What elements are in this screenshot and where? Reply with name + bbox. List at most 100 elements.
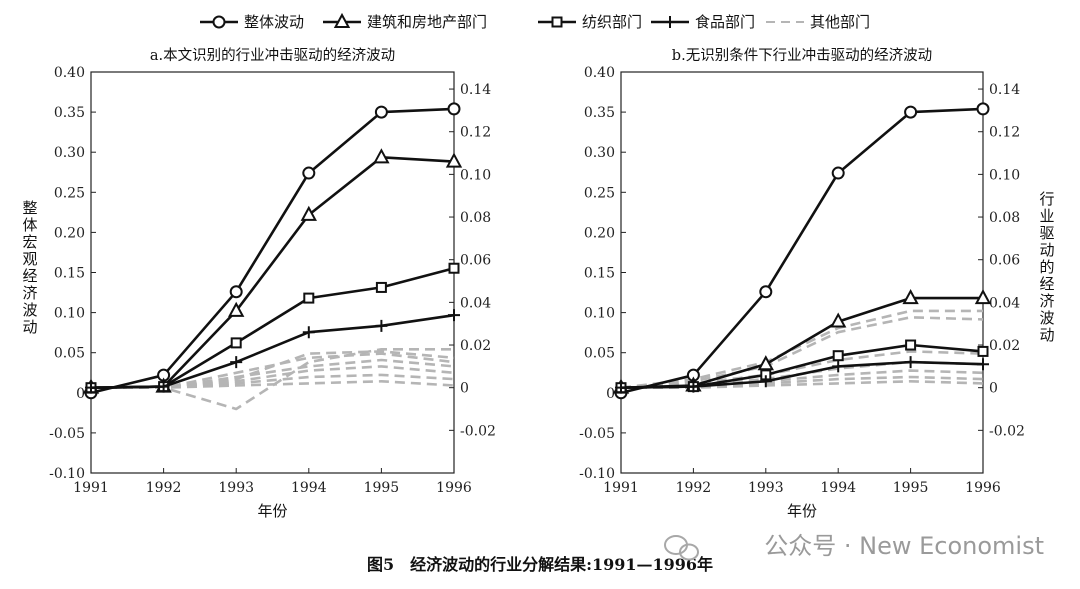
series-line	[91, 352, 455, 390]
legend-marker	[664, 16, 676, 28]
series-circle	[84, 102, 461, 400]
series-other-sector	[91, 347, 454, 411]
data-point	[303, 292, 315, 304]
ytick-left-label: -0.10	[579, 466, 615, 482]
ylabel-glyph: 驱	[1039, 224, 1054, 242]
series-other-sector	[620, 375, 984, 389]
legend-label: 建筑和房地产部门	[367, 13, 487, 31]
data-point	[445, 152, 463, 168]
legend-item: 食品部门	[651, 13, 755, 31]
ytick-right-label: 0.08	[989, 210, 1020, 226]
series-plus	[85, 309, 460, 394]
ytick-left-label: 0.30	[584, 145, 615, 161]
legend-label: 其他部门	[810, 13, 870, 31]
series-other-sector	[620, 350, 984, 389]
ytick-left-label: -0.05	[579, 426, 615, 442]
data-point	[375, 281, 387, 293]
series-line	[90, 266, 455, 389]
legend: 整体波动 建筑和房地产部门 纺织部门 食品部门 其他部门	[200, 12, 870, 31]
ytick-left-label: 0	[606, 386, 615, 402]
xtick-label: 1993	[748, 480, 784, 496]
ytick-right-label: 0.12	[989, 125, 1020, 141]
data-point	[974, 288, 992, 305]
data-point	[832, 360, 845, 373]
series-line	[91, 379, 455, 390]
series-other-sector	[620, 315, 984, 389]
ytick-left-label: 0.10	[584, 306, 615, 322]
ylabel-glyph: 体	[22, 216, 37, 234]
xtick-label: 1995	[893, 480, 929, 496]
ytick-right-label: 0	[460, 381, 469, 397]
wechat-icon	[664, 535, 699, 561]
legend-marker	[551, 16, 563, 28]
ytick-right-label: 0.10	[989, 167, 1020, 183]
panel-b-title: b.无识别条件下行业冲击驱动的经济波动	[672, 47, 932, 64]
series-line	[91, 347, 454, 411]
series-other-sector	[91, 352, 455, 390]
panel-b-xlabel: 年份	[787, 502, 817, 520]
watermark: 公众号 · New Economist	[764, 532, 1044, 560]
series-other-sector	[620, 309, 983, 389]
xtick-label: 1994	[291, 480, 327, 496]
legend-label: 整体波动	[244, 13, 304, 31]
series-plus	[615, 356, 989, 394]
legend-item: 整体波动	[200, 13, 304, 31]
ytick-right-label: 0.08	[460, 210, 491, 226]
data-point	[228, 301, 245, 317]
data-point	[977, 358, 989, 371]
panel-a-title: a.本文识别的行业冲击驱动的经济波动	[150, 47, 395, 64]
data-point	[373, 148, 390, 164]
plot-frame	[90, 71, 455, 474]
ytick-left-label: 0.35	[54, 105, 85, 121]
data-point	[229, 285, 243, 299]
series-line	[621, 379, 984, 390]
ytick-right-label: 0	[989, 381, 998, 397]
xtick-label: 1996	[965, 480, 1001, 496]
ylabel-glyph: 经	[1039, 275, 1054, 293]
xtick-label: 1992	[146, 480, 182, 496]
ytick-left-label: 0.35	[584, 105, 615, 121]
series-line	[620, 309, 983, 389]
series-triangle	[82, 148, 463, 394]
xtick-label: 1995	[364, 480, 400, 496]
xtick-label: 1991	[73, 480, 109, 496]
ylabel-glyph: 济	[22, 284, 37, 302]
data-point	[615, 381, 627, 394]
data-point	[905, 339, 917, 351]
ylabel-glyph: 动	[22, 318, 37, 336]
ytick-left-label: 0.20	[54, 225, 85, 241]
ytick-left-label: 0.10	[54, 306, 85, 322]
xtick-label: 1991	[603, 480, 639, 496]
ylabel-glyph: 经	[22, 267, 37, 285]
ylabel-glyph: 波	[22, 301, 37, 319]
ytick-left-label: 0.25	[584, 185, 615, 201]
data-point	[230, 356, 243, 369]
ytick-right-label: 0.06	[989, 253, 1020, 269]
plot-frame	[620, 71, 984, 474]
data-point	[300, 205, 317, 221]
series-line	[90, 313, 455, 389]
series-other-sector	[91, 365, 455, 390]
ytick-left-label: 0.30	[54, 145, 85, 161]
data-point	[977, 345, 989, 357]
data-point	[902, 288, 919, 305]
series-other-sector	[91, 358, 455, 390]
ytick-left-label: -0.05	[49, 426, 85, 442]
series-line	[620, 360, 984, 389]
legend-label: 食品部门	[695, 13, 755, 31]
series-line	[91, 365, 455, 390]
data-point	[832, 350, 844, 362]
xtick-label: 1993	[218, 480, 254, 496]
data-point	[831, 166, 845, 180]
ylabel-glyph: 济	[1039, 292, 1054, 310]
data-point	[302, 326, 315, 339]
legend-item: 建筑和房地产部门	[323, 12, 487, 31]
data-point	[904, 105, 918, 119]
ytick-left-label: 0.20	[584, 225, 615, 241]
series-other-sector	[620, 369, 984, 389]
series-line	[620, 375, 984, 389]
data-point	[302, 166, 316, 180]
legend-item: 其他部门	[766, 13, 870, 31]
